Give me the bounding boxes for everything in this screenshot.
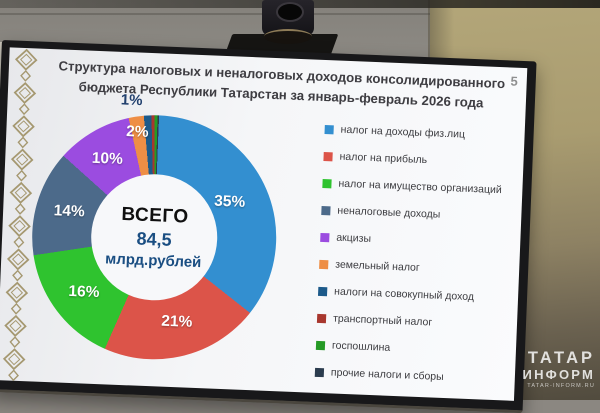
ornament-border (2, 48, 38, 382)
legend-swatch (323, 152, 333, 162)
legend-label: акцизы (336, 231, 372, 246)
legend-swatch (324, 125, 334, 135)
legend-item: налоги на совокупный доход (317, 285, 516, 305)
legend-swatch (319, 260, 329, 270)
legend-label: неналоговые доходы (337, 204, 441, 221)
slice-percent-label: 14% (53, 202, 86, 221)
slice-percent-label: 35% (213, 192, 246, 211)
legend-label: налоги на совокупный доход (333, 285, 475, 304)
legend-item: неналоговые доходы (321, 205, 519, 224)
watermark-line2: ИНФОРМ (522, 366, 595, 382)
presentation-slide: Структура налоговых и неналоговых доходо… (0, 47, 528, 401)
legend-item: транспортный налог (316, 312, 515, 332)
slice-percent-label: 16% (68, 282, 100, 302)
slice-percent-label: 10% (91, 149, 124, 168)
legend-label: прочие налоги и сборы (330, 366, 444, 384)
legend-swatch (315, 341, 326, 351)
tv-screen: Структура налоговых и неналоговых доходо… (0, 40, 537, 413)
legend-label: госпошлина (331, 339, 391, 355)
legend-swatch (314, 368, 325, 378)
legend-label: земельный налог (335, 258, 420, 275)
watermark-line1: ТАТАР (527, 349, 595, 368)
legend-swatch (322, 179, 332, 189)
wall-molding-line (0, 13, 430, 15)
center-unit: млрд.рублей (104, 250, 202, 272)
camera-lens-icon (276, 2, 304, 22)
page-number: 5 (510, 73, 519, 89)
center-value: 84,5 (136, 228, 173, 250)
legend-item: акцизы (320, 232, 518, 251)
legend-label: транспортный налог (332, 312, 433, 329)
donut-chart: ВСЕГО 84,5 млрд.рублей 35% 21% 16% 14% 10% 2%… (27, 91, 282, 365)
legend-label: налог на доходы физ.лиц (340, 123, 466, 141)
slice-percent-label: 21% (160, 312, 193, 331)
legend-item: налог на имущество организаций (322, 178, 520, 197)
center-label: ВСЕГО (121, 203, 190, 228)
watermark-line3: TATAR-INFORM.RU (527, 383, 595, 390)
legend-item: госпошлина (315, 339, 514, 359)
legend-swatch (320, 233, 330, 243)
legend-item: прочие налоги и сборы (314, 366, 513, 386)
legend-label: налог на имущество организаций (338, 177, 502, 197)
slice-percent-label: 1% (120, 91, 143, 110)
legend-item: земельный налог (319, 259, 517, 278)
legend-swatch (316, 314, 327, 324)
camera-lens-ring (264, 29, 312, 44)
slice-percent-label: 2% (125, 123, 149, 141)
watermark: ТАТАР ИНФОРМ TATAR-INFORM.RU (522, 349, 595, 390)
slide-title: Структура налоговых и неналоговых доходо… (48, 56, 515, 114)
legend-item: налог на доходы физ.лиц (324, 124, 522, 143)
legend-swatch (321, 206, 331, 216)
legend-label: налог на прибыль (339, 150, 428, 167)
legend-swatch (317, 287, 328, 297)
chart-legend: налог на доходы физ.лиц налог на прибыль н… (314, 124, 523, 387)
legend-item: налог на прибыль (323, 151, 521, 170)
